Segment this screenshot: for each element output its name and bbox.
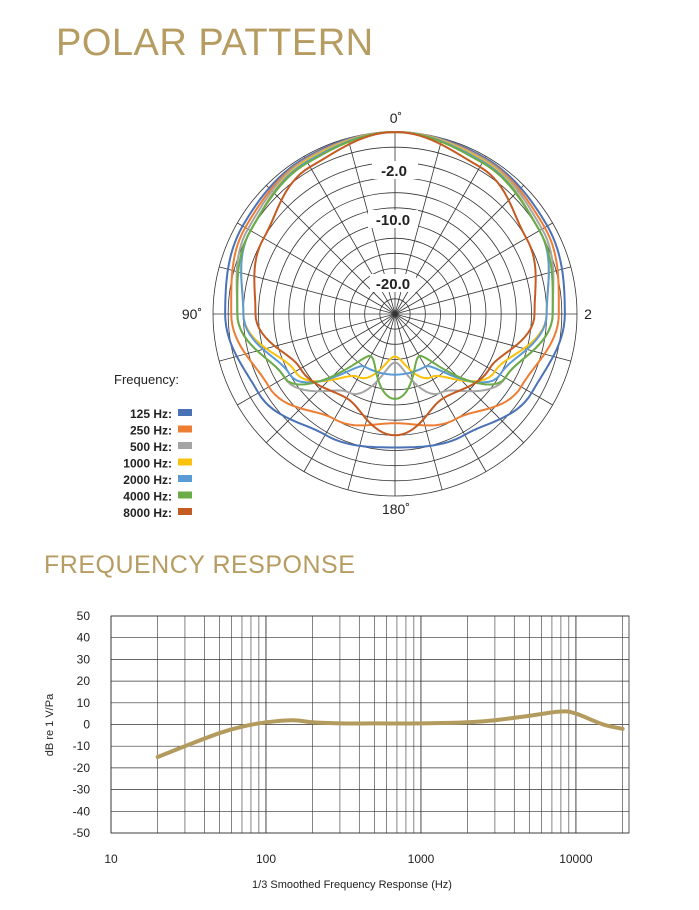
fr-y-tick-label: 30 bbox=[77, 652, 91, 666]
legend-label: 1000 Hz: bbox=[123, 457, 172, 471]
polar-spoke bbox=[237, 222, 396, 315]
radial-label-bg bbox=[368, 210, 418, 228]
polar-spoke bbox=[237, 313, 396, 406]
legend-swatch bbox=[178, 491, 192, 499]
fr-y-tick-label: 0 bbox=[83, 718, 90, 732]
fr-x-tick-label: 10000 bbox=[559, 852, 593, 866]
polar-spoke bbox=[394, 313, 571, 362]
polar-chart: 0˚ 90˚ 2 180˚ -2.0 -10.0 -20.0 Frequency… bbox=[114, 110, 592, 520]
fr-y-tick-label: -50 bbox=[73, 826, 91, 840]
fr-y-tick-label: 40 bbox=[77, 631, 91, 645]
angle-label-0: 0˚ bbox=[390, 110, 402, 126]
polar-spoke bbox=[394, 266, 571, 315]
radial-label-20: -20.0 bbox=[376, 276, 410, 293]
polar-grid bbox=[212, 131, 578, 497]
fr-x-axis-label: 1/3 Smoothed Frequency Response (Hz) bbox=[252, 879, 452, 891]
polar-legend: Frequency: 125 Hz: 250 Hz: 500 Hz: 1000 Hz:… bbox=[114, 372, 192, 520]
fr-x-tick-label: 100 bbox=[256, 852, 276, 866]
fr-x-ticks: 10 100 1000 10000 bbox=[104, 852, 593, 866]
legend-swatch bbox=[178, 475, 192, 482]
polar-pattern-title: POLAR PATTERN bbox=[56, 22, 374, 64]
polar-series-group bbox=[224, 130, 566, 449]
legend-label: 2000 Hz: bbox=[123, 473, 172, 487]
legend-swatch bbox=[178, 425, 192, 433]
angle-label-270: 2 bbox=[584, 306, 592, 322]
fr-y-tick-label: -20 bbox=[73, 761, 91, 775]
legend-swatch bbox=[178, 458, 192, 466]
polar-spoke bbox=[219, 313, 396, 362]
legend-swatch bbox=[178, 442, 192, 449]
legend-label: 500 Hz: bbox=[130, 440, 172, 454]
frequency-response-line bbox=[155, 709, 625, 759]
fr-x-tick-label: 1000 bbox=[408, 852, 435, 866]
polar-spoke bbox=[394, 222, 553, 315]
polar-spoke bbox=[347, 313, 396, 490]
legend-label: 125 Hz: bbox=[130, 407, 172, 421]
fr-y-ticks: 50 40 30 20 10 0 -10 -20 -30 -40 -50 bbox=[73, 609, 91, 840]
fr-y-tick-label: -40 bbox=[73, 804, 91, 818]
radial-label-bg bbox=[372, 161, 418, 179]
fr-y-tick-label: -10 bbox=[73, 739, 91, 753]
polar-series-8000hz bbox=[253, 130, 537, 437]
legend-label: 250 Hz: bbox=[130, 424, 172, 438]
legend-title: Frequency: bbox=[114, 372, 179, 387]
legend-label: 8000 Hz: bbox=[123, 506, 172, 520]
legend-label: 4000 Hz: bbox=[123, 490, 172, 504]
polar-spoke bbox=[394, 313, 443, 490]
polar-spoke bbox=[266, 185, 396, 315]
fr-y-tick-label: 50 bbox=[77, 609, 91, 623]
radial-label-bg bbox=[370, 274, 416, 292]
polar-spoke bbox=[394, 185, 524, 315]
frequency-response-title: FREQUENCY RESPONSE bbox=[44, 551, 356, 579]
fr-y-axis-label: dB re 1 V/Pa bbox=[44, 693, 56, 756]
polar-spoke bbox=[219, 266, 396, 315]
fr-y-tick-label: -30 bbox=[73, 783, 91, 797]
fr-x-tick-label: 10 bbox=[104, 852, 118, 866]
angle-label-180: 180˚ bbox=[382, 501, 410, 517]
fr-y-tick-label: 20 bbox=[77, 674, 91, 688]
fr-grid bbox=[110, 615, 630, 834]
polar-labels: 0˚ 90˚ 2 180˚ -2.0 -10.0 -20.0 bbox=[182, 110, 592, 517]
radial-label-10: -10.0 bbox=[376, 212, 410, 229]
polar-spoke bbox=[394, 313, 553, 406]
angle-label-90: 90˚ bbox=[182, 306, 202, 322]
legend-swatch bbox=[178, 508, 192, 515]
legend-swatch bbox=[178, 409, 192, 416]
fr-y-tick-label: 10 bbox=[77, 696, 91, 710]
radial-label-2: -2.0 bbox=[381, 163, 407, 180]
